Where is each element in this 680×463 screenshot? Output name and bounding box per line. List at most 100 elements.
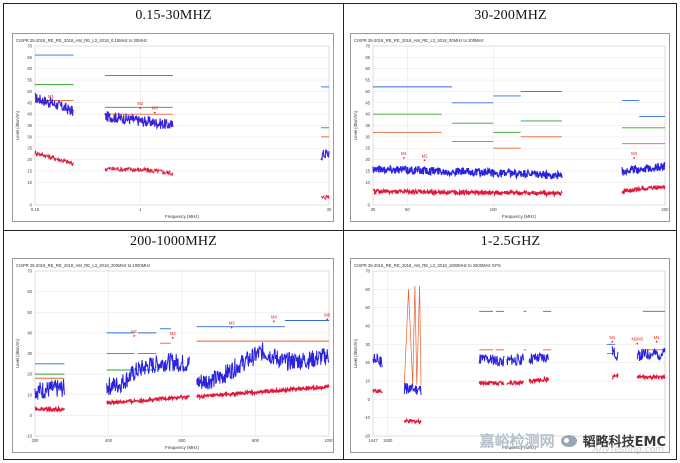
data-trace [34, 93, 74, 116]
x-tick-label: 200 [662, 207, 670, 212]
y-tick-label: 15 [365, 168, 370, 173]
data-trace [478, 354, 505, 367]
data-trace [104, 166, 174, 177]
data-trace [403, 417, 422, 425]
y-tick-label: 40 [27, 112, 32, 117]
y-axis-label: Level (dBuV/m) [353, 110, 358, 139]
y-tick-label: 35 [365, 123, 370, 128]
y-tick-label: 30 [27, 134, 32, 139]
chart-panel: CISPR 25-2016_RE_RE_2018_AM_RE_L3_2018_2… [12, 258, 334, 453]
marker-label: M3 [631, 151, 637, 156]
figure-grid: 0.15-30MHZ CISPR 25-2016_RE_RE_2018_AM_R… [3, 3, 677, 460]
data-trace [528, 352, 549, 366]
y-tick-label: 20 [365, 360, 370, 365]
data-trace [106, 352, 190, 396]
marker-label: M2M3 [631, 337, 643, 342]
chart-panel: CISPR 25-2016_RE_RE_2018_AM_RE_L3_2018_3… [350, 33, 670, 222]
x-tick-label: 30 [327, 207, 332, 212]
data-trace [372, 352, 383, 368]
watermark-brand: 韬略科技EMC [582, 435, 666, 450]
marker-label: M3 [229, 321, 235, 326]
marker-point [171, 337, 174, 339]
x-tick-label: 100 [490, 207, 498, 212]
data-trace [196, 342, 330, 390]
chart-header: CISPR 25-2016_RE_RE_2018_AM_RE_L3_2018_2… [16, 263, 150, 268]
y-tick-label: 55 [27, 78, 32, 83]
panel-title: 30-200MHZ [474, 8, 547, 23]
y-tick-label: 45 [365, 100, 370, 105]
marker-point [611, 340, 614, 343]
marker-point [230, 326, 233, 329]
y-tick-label: 70 [27, 269, 32, 274]
y-tick-label: 70 [365, 269, 370, 274]
data-trace [320, 149, 330, 161]
marker-point [139, 107, 142, 109]
marker-point [326, 318, 329, 321]
y-tick-label: 35 [27, 123, 32, 128]
y-tick-label: 20 [27, 157, 32, 162]
y-tick-label: 50 [365, 305, 370, 310]
y-tick-label: 40 [365, 324, 370, 329]
marker-label: M1 [401, 151, 407, 156]
watermark: 嘉峪检测网 韬略科技EMC AnyTesting.com [479, 430, 666, 455]
data-trace [372, 187, 563, 198]
y-tick-label: 50 [27, 310, 32, 315]
y-tick-label: 0 [30, 203, 33, 208]
x-tick-label: 1000 [324, 438, 333, 443]
marker-label: M1 [131, 329, 137, 334]
cell-top-right: 30-200MHZ CISPR 25-2016_RE_RE_2018_AM_RE… [344, 4, 677, 230]
marker-point [403, 157, 405, 159]
marker-label: M5 [324, 312, 330, 317]
chart-svg: CISPR 25-2016_RE_RE_2018_AM_RE_L3_2018_1… [353, 263, 666, 450]
marker-point [633, 157, 635, 159]
x-tick-label: 30 [371, 207, 376, 212]
marker-point [655, 340, 658, 343]
y-tick-label: 30 [365, 134, 370, 139]
data-trace [611, 346, 619, 361]
y-tick-label: 70 [27, 44, 32, 49]
watermark-site-url: AnyTesting.com [592, 445, 664, 455]
y-tick-label: 0 [30, 413, 33, 418]
marker-label: M2 [422, 153, 428, 158]
y-tick-label: 25 [365, 146, 370, 151]
y-tick-label: -10 [26, 434, 33, 439]
data-trace [611, 373, 619, 380]
marker-point [423, 159, 426, 162]
spike-trace [403, 285, 422, 385]
y-tick-label: 10 [27, 180, 32, 185]
chart-panel: CISPR 25-2016_RE_RE_2018_AM_RE_L3_2018_1… [350, 258, 670, 453]
data-trace [621, 184, 666, 195]
y-tick-label: 45 [27, 100, 32, 105]
data-trace [372, 387, 383, 394]
y-tick-label: 55 [365, 78, 370, 83]
y-tick-label: 25 [27, 146, 32, 151]
x-tick-label: 1447 [368, 438, 378, 443]
y-axis-label: Level (dBuV/m) [15, 110, 20, 139]
grid-divider-vertical [343, 4, 344, 459]
x-tick-label: 200 [32, 438, 40, 443]
data-trace [34, 405, 66, 413]
chart-header: CISPR 25-2016_RE_RE_2018_AM_RE_L3_2018_3… [354, 38, 484, 43]
data-trace [106, 394, 190, 407]
cell-bottom-left: 200-1000MHZ CISPR 25-2016_RE_RE_2018_AM_… [4, 231, 343, 460]
y-tick-label: 65 [27, 55, 32, 60]
marker-label: M1 [609, 335, 615, 340]
y-axis-label: Level (dBuV/m) [353, 338, 358, 367]
marker-point [153, 111, 156, 114]
data-trace [403, 382, 422, 396]
watermark-site-name: 嘉峪检测网 [479, 432, 555, 450]
x-tick-label: 50 [405, 207, 410, 212]
data-trace [636, 373, 666, 381]
marker-label: M1 [48, 94, 54, 99]
data-trace [636, 347, 666, 362]
data-trace [478, 379, 505, 387]
y-tick-label: 20 [365, 157, 370, 162]
y-tick-label: 0 [368, 203, 371, 208]
y-tick-label: 60 [365, 66, 370, 71]
panel-title: 0.15-30MHZ [135, 8, 212, 23]
y-tick-label: 50 [27, 89, 32, 94]
x-tick-label: 1 [139, 207, 142, 212]
y-tick-label: 70 [365, 44, 370, 49]
y-tick-label: 40 [365, 112, 370, 117]
marker-label: M2 [137, 101, 143, 106]
